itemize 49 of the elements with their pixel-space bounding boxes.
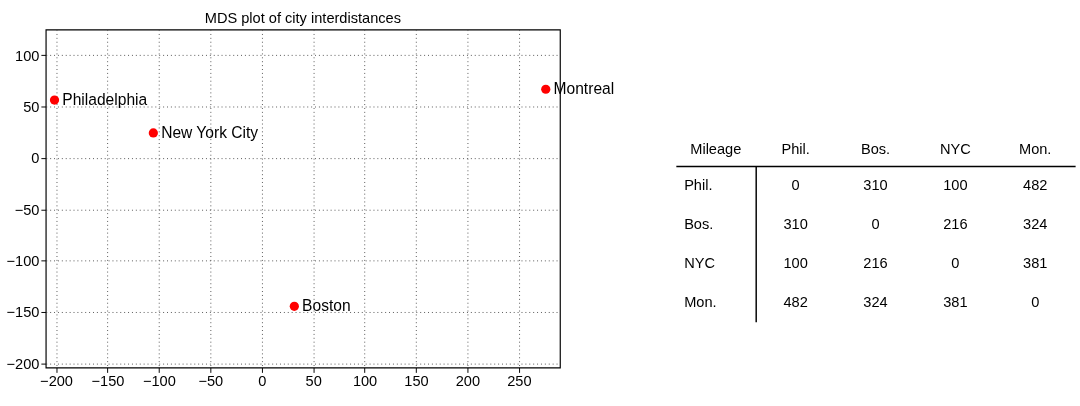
data-label: 310: [863, 177, 888, 194]
x-tick-label: Bos.: [860, 140, 891, 157]
x-tick-label: Phil.: [781, 140, 810, 157]
data-label: 0: [871, 216, 880, 233]
data-label: 482: [1023, 177, 1048, 194]
x-tick-label: 100: [352, 373, 378, 390]
chart-title: Mileage: [690, 140, 742, 157]
x-tick-label: 150: [404, 373, 429, 390]
annotation: New York City: [161, 123, 259, 141]
y-tick-label: Bos.: [684, 216, 714, 233]
data-label: 0: [791, 177, 800, 194]
y-tick-label: 100: [15, 47, 40, 64]
y-tick-label: Mon.: [684, 294, 717, 311]
y-tick-label: −200: [6, 355, 40, 372]
point: [49, 95, 60, 105]
chart-title: MDS plot of city interdistances: [204, 9, 402, 26]
point: [148, 128, 158, 138]
point: [541, 84, 551, 94]
annotation: Philadelphia: [62, 90, 148, 108]
data-label: 324: [1023, 216, 1048, 233]
x-tick-label: −150: [91, 373, 125, 390]
data-label: 0: [951, 255, 960, 272]
y-tick-label: 50: [23, 98, 40, 115]
x-tick-label: −50: [198, 373, 224, 390]
x-tick-label: 200: [455, 373, 481, 390]
data-label: 0: [1031, 294, 1040, 311]
x-tick-label: 250: [507, 373, 532, 390]
data-label: 310: [783, 216, 808, 233]
x-tick-label: 0: [258, 373, 267, 390]
annotation: Boston: [302, 297, 351, 315]
point: [289, 301, 299, 311]
y-tick-label: −150: [6, 304, 40, 321]
data-label: 381: [943, 294, 968, 311]
x-tick-label: 50: [305, 373, 322, 390]
x-tick-label: −200: [40, 373, 73, 390]
data-label: 324: [863, 294, 888, 311]
x-tick-label: −100: [142, 373, 176, 390]
y-tick-label: −100: [6, 253, 40, 270]
data-label: 100: [943, 177, 968, 194]
data-label: 482: [783, 294, 808, 311]
data-label: 216: [863, 255, 888, 272]
data-label: 100: [783, 255, 808, 272]
data-label: 216: [943, 216, 968, 233]
x-tick-label: Mon.: [1018, 140, 1052, 157]
y-tick-label: −50: [14, 201, 40, 218]
y-tick-label: Phil.: [684, 177, 713, 194]
y-tick-label: NYC: [684, 255, 715, 272]
x-tick-label: NYC: [939, 140, 971, 157]
data-label: 381: [1023, 255, 1048, 272]
